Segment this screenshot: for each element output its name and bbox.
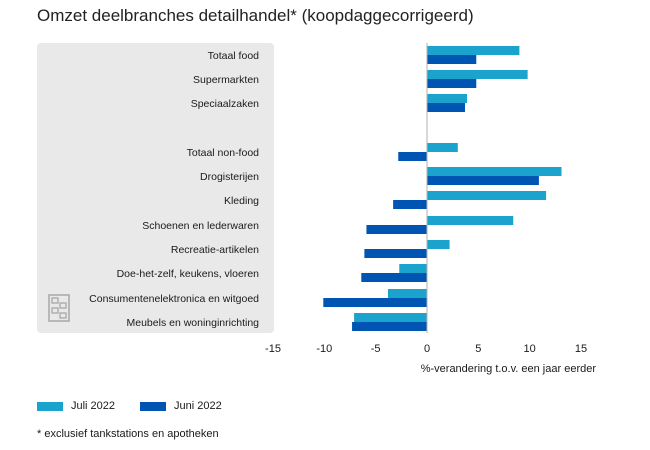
category-label: Doe-het-zelf, keukens, vloeren (117, 268, 260, 280)
x-axis-title: %-verandering t.o.v. een jaar eerder (421, 363, 597, 375)
bar-chart: Totaal food Supermarkten Speciaalzaken Tota… (89, 43, 597, 375)
bar-juli (427, 240, 450, 249)
x-tick-label: -15 (265, 343, 281, 355)
category-label: Kleding (224, 195, 259, 207)
bar-juli (427, 143, 458, 152)
category-label: Schoenen en lederwaren (142, 220, 259, 232)
category-label: Speciaalzaken (191, 98, 259, 110)
x-tick-label: 0 (424, 343, 430, 355)
x-tick-label: 10 (524, 343, 536, 355)
legend-swatch (140, 401, 167, 411)
bar-juni (352, 322, 427, 331)
bar-juli (387, 289, 427, 298)
x-tick-label: -5 (371, 343, 381, 355)
bar-juli (354, 313, 427, 322)
legend-swatch (37, 401, 63, 411)
category-label: Meubels en woninginrichting (127, 317, 260, 329)
bar-juni (398, 152, 427, 161)
chart-title: Omzet deelbranches detailhandel* (koopda… (37, 6, 474, 25)
category-label: Totaal food (208, 50, 260, 62)
bar-juli (427, 70, 528, 79)
bar-juli (427, 191, 547, 200)
bar-juni (364, 249, 427, 258)
bar-juni (361, 273, 427, 282)
x-tick-label: -10 (316, 343, 332, 355)
category-label: Totaal non-food (187, 147, 260, 159)
legend-item-juni: Juni 2022 (140, 400, 222, 412)
bar-juni (427, 103, 465, 112)
bar-juni (393, 200, 427, 209)
bar-juli (427, 216, 514, 225)
bar-juni (366, 225, 427, 234)
category-label: Consumentenelektronica en witgoed (89, 293, 259, 305)
bar-juni (323, 298, 427, 307)
bar-juni (427, 79, 477, 88)
bar-juli (427, 46, 520, 55)
footnote: * exclusief tankstations en apotheken (37, 428, 219, 440)
legend-label: Juni 2022 (174, 400, 222, 412)
bar-juli (399, 264, 427, 273)
category-label: Recreatie-artikelen (171, 244, 259, 256)
category-label: Supermarkten (193, 74, 259, 86)
bar-juni (427, 55, 477, 64)
bar-juli (427, 94, 468, 103)
cbs-logo-icon (48, 294, 70, 322)
bar-juni (427, 176, 539, 185)
legend-label: Juli 2022 (71, 400, 116, 412)
category-label: Drogisterijen (200, 171, 259, 183)
bar-juli (427, 167, 562, 176)
x-tick-label: 5 (475, 343, 481, 355)
legend-item-juli: Juli 2022 (37, 400, 115, 412)
x-tick-label: 15 (575, 343, 587, 355)
category-label-panel (37, 43, 274, 333)
chart-legend: Juli 2022 Juni 2022 (37, 400, 247, 412)
